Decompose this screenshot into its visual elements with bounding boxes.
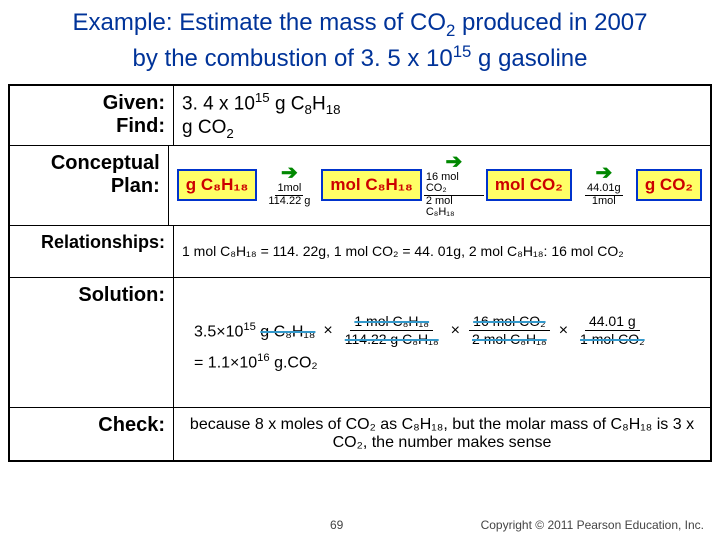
- flow-box-2: mol C₈H₁₈: [321, 169, 421, 201]
- flow-arrow-2: ➔ 16 mol CO₂2 mol C₈H₁₈: [424, 152, 484, 219]
- check-label: Check:: [10, 408, 174, 460]
- slide-title: Example: Estimate the mass of CO2 produc…: [0, 0, 720, 84]
- given-find-row: Given:Find: 3. 4 x 1015 g C8H18 g CO2: [10, 86, 710, 146]
- content-table: Given:Find: 3. 4 x 1015 g C8H18 g CO2 Co…: [8, 84, 712, 462]
- page-number: 69: [330, 518, 343, 532]
- check-content: because 8 x moles of CO₂ as C₈H₁₈, but t…: [174, 408, 710, 460]
- given-find-content: 3. 4 x 1015 g C8H18 g CO2: [174, 86, 710, 145]
- flow-arrow-1: ➔ 1mol114.22 g: [259, 163, 319, 207]
- conceptual-plan-label: ConceptualPlan:: [10, 146, 169, 225]
- check-row: Check: because 8 x moles of CO₂ as C₈H₁₈…: [10, 408, 710, 460]
- relationships-content: 1 mol C₈H₁₈ = 114. 22g, 1 mol CO₂ = 44. …: [174, 226, 710, 277]
- conceptual-plan-row: ConceptualPlan: g C₈H₁₈ ➔ 1mol114.22 g m…: [10, 146, 710, 226]
- solution-label: Solution:: [10, 278, 174, 407]
- flow-box-3: mol CO₂: [486, 169, 572, 201]
- solution-content: 3.5×1015 g C₈H₁₈ × 1 mol C₈H₁₈114.22 g C…: [174, 278, 710, 407]
- relationships-label: Relationships:: [10, 226, 174, 277]
- flow-arrow-3: ➔ 44.01g1mol: [574, 163, 634, 207]
- relationships-row: Relationships: 1 mol C₈H₁₈ = 114. 22g, 1…: [10, 226, 710, 278]
- given-find-label: Given:Find:: [10, 86, 174, 145]
- flow-box-1: g C₈H₁₈: [177, 169, 258, 201]
- flow-box-4: g CO₂: [636, 169, 702, 201]
- conceptual-plan-content: g C₈H₁₈ ➔ 1mol114.22 g mol C₈H₁₈ ➔ 16 mo…: [169, 146, 710, 225]
- solution-row: Solution: 3.5×1015 g C₈H₁₈ × 1 mol C₈H₁₈…: [10, 278, 710, 408]
- copyright-text: Copyright © 2011 Pearson Education, Inc.: [481, 518, 704, 532]
- footer: 69 Copyright © 2011 Pearson Education, I…: [0, 518, 720, 532]
